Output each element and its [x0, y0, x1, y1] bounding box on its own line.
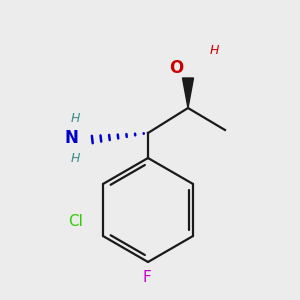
Polygon shape: [182, 78, 194, 108]
Text: O: O: [169, 59, 183, 77]
Text: F: F: [142, 270, 152, 285]
Text: H: H: [70, 112, 80, 124]
Text: H: H: [70, 152, 80, 164]
Text: Cl: Cl: [68, 214, 83, 230]
Text: H: H: [210, 44, 219, 56]
Text: N: N: [64, 129, 78, 147]
